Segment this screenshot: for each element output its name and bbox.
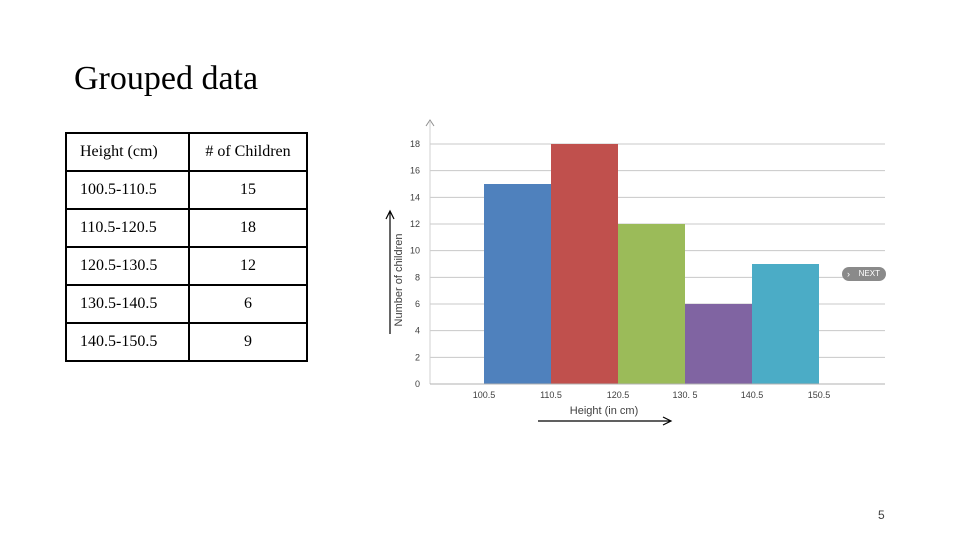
y-tick-label: 12 — [410, 219, 420, 229]
next-label: NEXT — [858, 269, 880, 278]
y-tick-label: 2 — [415, 352, 420, 362]
x-tick-label: 100.5 — [473, 390, 496, 400]
x-tick-label: 120.5 — [607, 390, 630, 400]
table-header-row: Height (cm) # of Children — [65, 132, 308, 172]
y-tick-label: 4 — [415, 326, 420, 336]
height-range-cell: 100.5-110.5 — [65, 170, 190, 210]
page-number: 5 — [878, 508, 885, 522]
height-range-cell: 130.5-140.5 — [65, 284, 190, 324]
height-range-cell: 120.5-130.5 — [65, 246, 190, 286]
y-axis-label-arrow-icon — [385, 209, 395, 220]
x-tick-label: 150.5 — [808, 390, 831, 400]
y-tick-label: 8 — [415, 272, 420, 282]
histogram-chart: 0 2 4 6 8 10 12 14 16 18 100.5 110.5 120.5 130. 5 140.… — [380, 112, 900, 432]
y-axis-arrow-icon — [425, 119, 435, 127]
x-axis-label: Height (in cm) — [570, 405, 638, 417]
table-row: 140.5-150.5 9 — [65, 322, 308, 362]
y-tick-label: 18 — [410, 139, 420, 149]
histogram-svg: 0 2 4 6 8 10 12 14 16 18 100.5 110.5 120.5 130. 5 140.… — [385, 119, 885, 426]
y-tick-label: 6 — [415, 299, 420, 309]
y-axis-label: Number of children — [393, 234, 405, 327]
table-row: 130.5-140.5 6 — [65, 284, 308, 324]
next-button[interactable]: › NEXT — [842, 267, 886, 281]
y-tick-label: 14 — [410, 192, 420, 202]
x-tick-label: 130. 5 — [672, 390, 697, 400]
table-row: 100.5-110.5 15 — [65, 170, 308, 210]
histogram-bar — [685, 304, 752, 384]
column-header-children: # of Children — [188, 132, 308, 172]
histogram-bar — [618, 224, 685, 384]
slide-title: Grouped data — [74, 60, 259, 97]
y-tick-label: 16 — [410, 166, 420, 176]
children-count-cell: 15 — [188, 170, 308, 210]
y-tick-label: 0 — [415, 379, 420, 389]
children-count-cell: 9 — [188, 322, 308, 362]
children-count-cell: 12 — [188, 246, 308, 286]
x-tick-label: 110.5 — [540, 390, 562, 400]
histogram-bar — [551, 144, 618, 384]
histogram-bar — [484, 184, 551, 384]
x-tick-label: 140.5 — [741, 390, 764, 400]
chevron-right-icon: › — [847, 269, 850, 279]
y-tick-label: 10 — [410, 246, 420, 256]
column-header-height: Height (cm) — [65, 132, 190, 172]
grouped-data-table: Height (cm) # of Children 100.5-110.5 15… — [65, 132, 308, 362]
table-row: 120.5-130.5 12 — [65, 246, 308, 286]
histogram-bar — [752, 264, 819, 384]
children-count-cell: 6 — [188, 284, 308, 324]
height-range-cell: 110.5-120.5 — [65, 208, 190, 248]
table-row: 110.5-120.5 18 — [65, 208, 308, 248]
height-range-cell: 140.5-150.5 — [65, 322, 190, 362]
children-count-cell: 18 — [188, 208, 308, 248]
x-axis-arrow-icon — [662, 416, 673, 426]
